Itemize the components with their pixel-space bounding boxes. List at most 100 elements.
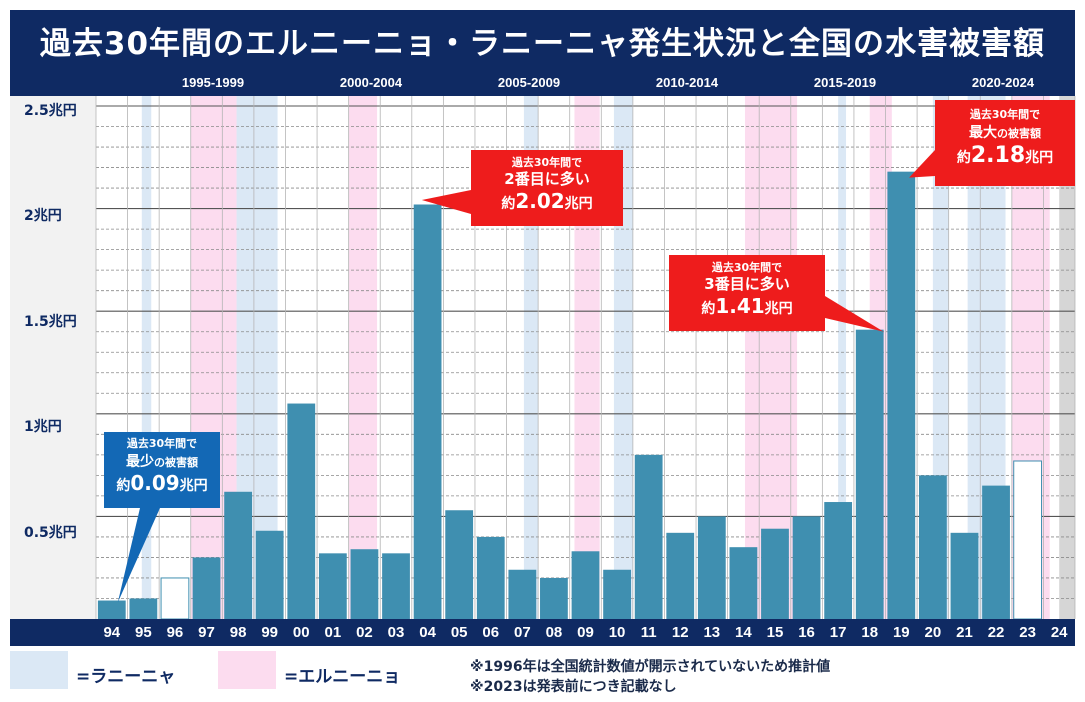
x-tick-label: 14 <box>735 624 752 641</box>
bar-04 <box>413 204 442 619</box>
x-tick-label: 01 <box>324 624 342 641</box>
y-tick-label: 1.5兆円 <box>24 314 77 330</box>
bar-95 <box>129 598 158 619</box>
callout-second: 過去30年間で 2番目に多い 約2.02兆円 <box>471 150 623 226</box>
y-tick-label: 1兆円 <box>24 419 62 435</box>
x-tick-label: 08 <box>545 624 563 641</box>
callout-min-suffix: の被害額 <box>154 455 198 469</box>
bar-06 <box>476 536 505 619</box>
x-tick-label: 07 <box>513 624 531 641</box>
x-tick-label: 97 <box>198 624 215 641</box>
callout-min-pointer <box>117 508 160 603</box>
bar-22 <box>982 485 1010 619</box>
legend-swatch-la-nina <box>10 651 68 689</box>
y-tick-label: 0.5兆円 <box>24 525 77 541</box>
x-tick-label: 94 <box>103 624 121 641</box>
bar-23 <box>1013 460 1043 620</box>
x-tick-label: 13 <box>703 624 721 641</box>
callout-third-pointer <box>825 296 884 332</box>
y-tick-label: 2.5兆円 <box>24 103 77 119</box>
x-tick-label: 95 <box>135 624 152 641</box>
callout-second-pointer <box>421 190 471 214</box>
bar-10 <box>603 569 631 619</box>
footnote: ※2023は発表前につき記載なし <box>470 679 677 695</box>
x-tick-label: 16 <box>798 624 815 641</box>
callout-max: 過去30年間で 最大の被害額 約2.18兆円 <box>935 100 1075 186</box>
x-tick-label: 06 <box>482 624 500 641</box>
y-tick-label: 2兆円 <box>24 208 62 224</box>
bar-07 <box>508 569 537 619</box>
bar-94 <box>97 600 126 619</box>
bar-16 <box>792 516 821 619</box>
callout-third-line1: 過去30年間で <box>711 261 783 274</box>
callout-max-line1: 過去30年間で <box>969 108 1041 121</box>
bar-19 <box>887 171 916 619</box>
callout-min-approx: 約 <box>116 478 131 495</box>
bar-20 <box>918 475 947 619</box>
x-tick-label: 10 <box>608 624 626 641</box>
x-tick-label: 18 <box>861 624 879 641</box>
x-tick-label: 09 <box>577 624 594 641</box>
footnote: ※1996年は全国統計数値が開示されていないため推計値 <box>470 659 831 675</box>
callout-third-unit: 兆円 <box>764 300 793 317</box>
x-tick-label: 02 <box>356 624 373 641</box>
bar-18 <box>855 329 884 619</box>
x-tick-label: 23 <box>1019 624 1036 641</box>
bar-17 <box>824 502 853 619</box>
callout-min: 過去30年間で 最少の被害額 約0.09兆円 <box>104 432 220 508</box>
bar-99 <box>255 530 284 619</box>
x-tick-label: 15 <box>766 624 784 641</box>
callout-second-approx: 約 <box>501 195 516 212</box>
callout-max-emph: 最大 <box>969 124 997 141</box>
x-tick-label: 24 <box>1050 624 1068 641</box>
x-tick-label: 20 <box>924 624 942 641</box>
callout-third-approx: 約 <box>701 300 716 317</box>
callout-third-line2: 3番目に多い <box>704 274 790 293</box>
period-label: 2015-2019 <box>813 75 877 90</box>
callout-max-pointer <box>909 150 935 178</box>
callout-third-value: 1.41 <box>715 293 765 318</box>
x-tick-label: 96 <box>166 624 184 641</box>
callout-min-unit: 兆円 <box>179 478 208 495</box>
x-tick-label: 12 <box>671 624 689 641</box>
bar-98 <box>224 491 253 619</box>
bar-01 <box>318 553 347 619</box>
year-axis: 94 95 96 97 98 99 00 01 02 03 04 05 06 07 08 09 10 11 12 13… <box>10 619 1075 646</box>
bar-05 <box>445 510 474 619</box>
x-tick-label: 19 <box>892 624 910 641</box>
callout-second-line1: 過去30年間で <box>511 156 583 169</box>
x-tick-label: 04 <box>419 624 436 641</box>
chart-title: 過去30年間のエルニーニョ・ラニーニャ発生状況と全国の水害被害額 <box>10 10 1075 70</box>
x-tick-label: 05 <box>450 624 468 641</box>
x-tick-label: 11 <box>640 624 657 641</box>
period-label: 2005-2009 <box>497 75 561 90</box>
legend-label-el-nino: =エルニーニョ <box>284 667 401 687</box>
period-label: 2020-2024 <box>971 75 1035 90</box>
bar-02 <box>350 549 379 619</box>
y-axis-panel: 0.5兆円 1兆円 1.5兆円 2兆円 2.5兆円 <box>10 96 96 619</box>
la-nina-band <box>838 96 847 619</box>
bar-08 <box>540 577 568 619</box>
callout-max-unit: 兆円 <box>1025 150 1054 167</box>
la-nina-band <box>141 96 152 619</box>
period-label: 2010-2014 <box>655 75 719 90</box>
unreported-band <box>1059 96 1075 619</box>
bar-15 <box>761 528 789 619</box>
x-tick-label: 00 <box>292 624 310 641</box>
x-tick-label: 17 <box>829 624 847 641</box>
callout-max-approx: 約 <box>956 150 971 167</box>
bar-14 <box>729 547 758 619</box>
callout-min-value: 0.09 <box>130 471 180 496</box>
callout-second-line2: 2番目に多い <box>504 169 590 188</box>
legend-label-la-nina: =ラニーニャ <box>76 667 176 687</box>
legend-swatch-el-nino <box>218 651 276 689</box>
bar-11 <box>634 454 663 619</box>
x-tick-label: 03 <box>387 624 405 641</box>
callout-max-value: 2.18 <box>970 143 1026 169</box>
bar-97 <box>192 557 221 619</box>
bar-03 <box>382 553 410 619</box>
bar-21 <box>950 532 979 619</box>
bar-00 <box>287 403 316 619</box>
callout-second-value: 2.02 <box>515 188 565 213</box>
